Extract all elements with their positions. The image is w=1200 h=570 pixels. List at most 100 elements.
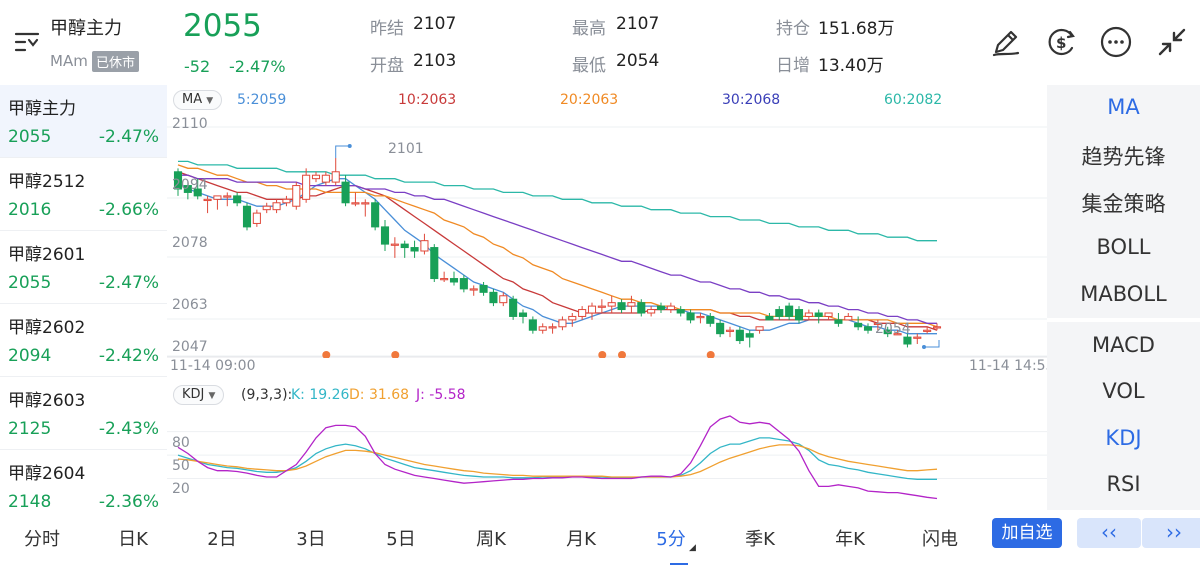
open-interest-value: 151.68万 — [818, 19, 895, 39]
tab-2day[interactable]: 2日 — [207, 529, 237, 550]
tab-quarterly[interactable]: 季K — [745, 529, 775, 550]
ma5-value: 5:2059 — [237, 92, 287, 108]
contract-item[interactable]: 甲醇2604 2148 -2.36% — [0, 450, 167, 523]
contract-code: MAm — [50, 52, 88, 70]
candle-up — [499, 295, 508, 304]
ma10-value: 10:2063 — [398, 92, 457, 108]
kdj-k-line — [177, 437, 937, 480]
tab-intraday[interactable]: 分时 — [24, 529, 60, 550]
kdj-d-line — [177, 444, 938, 478]
indicator-kdj[interactable]: KDJ — [1105, 426, 1142, 450]
contract-item[interactable]: 甲醇2601 2055 -2.47% — [0, 231, 167, 304]
tab-5min[interactable]: 5分 — [656, 529, 686, 550]
event-dot — [391, 351, 400, 358]
kdj-selector[interactable]: KDJ ▼ — [173, 385, 225, 405]
ma20-value: 20:2063 — [560, 92, 619, 108]
candle-down — [380, 226, 390, 245]
candle-down — [656, 305, 666, 311]
indicator-gold-strategy[interactable]: 集金策略 — [1081, 192, 1166, 216]
page-title[interactable]: 甲醇主力 — [50, 18, 122, 39]
candle-down — [834, 319, 843, 324]
tab-weekly[interactable]: 周K — [476, 529, 506, 550]
caret-down-icon: ▼ — [206, 96, 214, 106]
indicator-macd[interactable]: MACD — [1092, 333, 1155, 357]
collapse-icon[interactable] — [1154, 24, 1190, 60]
candle-up — [824, 312, 833, 317]
currency-icon[interactable]: $ — [1043, 24, 1079, 60]
nav-prev-button[interactable]: ‹‹ — [1077, 518, 1141, 548]
contract-name: 甲醇2603 — [8, 391, 86, 411]
indicator-rsi[interactable]: RSI — [1106, 472, 1141, 496]
kdj-grid — [167, 431, 1047, 480]
contract-price: 2055 — [8, 273, 52, 293]
candle-up — [361, 202, 370, 205]
candle-up — [223, 195, 232, 198]
candle-down — [509, 298, 518, 317]
candle-down — [371, 202, 380, 228]
contract-item[interactable]: 甲醇2512 2016 -2.66% — [0, 158, 167, 231]
tab-monthly[interactable]: 月K — [566, 529, 596, 550]
candle-up — [587, 305, 597, 314]
candle-up — [282, 198, 291, 204]
indicator-boll[interactable]: BOLL — [1096, 235, 1151, 259]
tab-5day[interactable]: 5日 — [386, 529, 416, 550]
svg-text:$: $ — [1056, 34, 1066, 52]
filter-icon[interactable] — [14, 30, 40, 54]
tab-3day[interactable]: 3日 — [296, 529, 326, 550]
low-marker-label: 2054 — [875, 321, 911, 337]
candle-up — [351, 202, 360, 205]
ma60-line — [178, 160, 937, 242]
candle-up — [893, 333, 902, 336]
candle-up — [755, 326, 764, 331]
high-value: 2107 — [616, 14, 660, 34]
draw-pen-icon[interactable] — [988, 24, 1024, 60]
indicator-trend-pioneer[interactable]: 趋势先锋 — [1081, 145, 1166, 169]
candle-down — [242, 205, 252, 228]
candle-down — [430, 247, 439, 280]
contract-price: 2125 — [8, 419, 52, 439]
contract-price: 2094 — [8, 346, 52, 366]
double-chevron-right-icon: ›› — [1166, 520, 1182, 544]
candle-down — [794, 309, 804, 321]
indicator-panel: MA 趋势先锋 集金策略 BOLL MABOLL MACD VOL KDJ RS… — [1047, 85, 1200, 510]
tab-daily[interactable]: 日K — [118, 529, 148, 550]
ma-selector[interactable]: MA ▼ — [173, 90, 223, 110]
candlestick-chart[interactable] — [167, 112, 1047, 358]
indicator-ma[interactable]: MA — [1107, 95, 1140, 119]
double-chevron-left-icon: ‹‹ — [1101, 520, 1117, 544]
event-dot — [618, 351, 626, 358]
caret-down-icon: ◢ — [689, 543, 696, 553]
header-bar: 甲醇主力 MAm 已休市 2055 -52 -2.47% 昨结 2107 开盘 … — [0, 0, 1200, 84]
price-axis-label: 2094 — [172, 177, 208, 193]
ma5-line — [177, 178, 937, 335]
ma-selector-label: MA — [182, 92, 203, 107]
open-value: 2103 — [413, 51, 457, 71]
add-watchlist-button[interactable]: 加自选 — [992, 518, 1062, 548]
kdj-j-value: J: -5.58 — [416, 387, 466, 403]
nav-next-button[interactable]: ›› — [1142, 518, 1200, 548]
kdj-chart[interactable] — [167, 408, 1047, 510]
candle-down — [449, 278, 459, 283]
tab-lightning[interactable]: 闪电 — [922, 529, 958, 550]
indicator-vol[interactable]: VOL — [1102, 379, 1145, 403]
more-icon[interactable] — [1098, 24, 1134, 60]
contract-item[interactable]: 甲醇2603 2125 -2.43% — [0, 377, 167, 450]
kdj-params: (9,3,3): — [241, 387, 293, 403]
kdj-axis-label: 50 — [172, 458, 190, 474]
contract-item[interactable]: 甲醇2602 2094 -2.42% — [0, 304, 167, 377]
indicator-maboll[interactable]: MABOLL — [1080, 282, 1167, 306]
prev-close-label: 昨结 — [370, 19, 404, 39]
candle-down — [173, 171, 183, 190]
candle-up — [331, 171, 340, 183]
candle-down — [814, 312, 823, 317]
candle-up — [597, 305, 606, 308]
candle-up — [262, 205, 271, 211]
contract-item[interactable]: 甲醇主力 2055 -2.47% — [0, 85, 167, 158]
candle-up — [272, 202, 281, 211]
candle-up — [873, 322, 882, 326]
contract-list: 甲醇主力 2055 -2.47% 甲醇2512 2016 -2.66% 甲醇26… — [0, 85, 167, 515]
tab-yearly[interactable]: 年K — [835, 529, 865, 550]
price-change: -52 — [184, 57, 211, 76]
contract-name: 甲醇2601 — [8, 245, 86, 265]
high-label: 最高 — [572, 19, 606, 39]
